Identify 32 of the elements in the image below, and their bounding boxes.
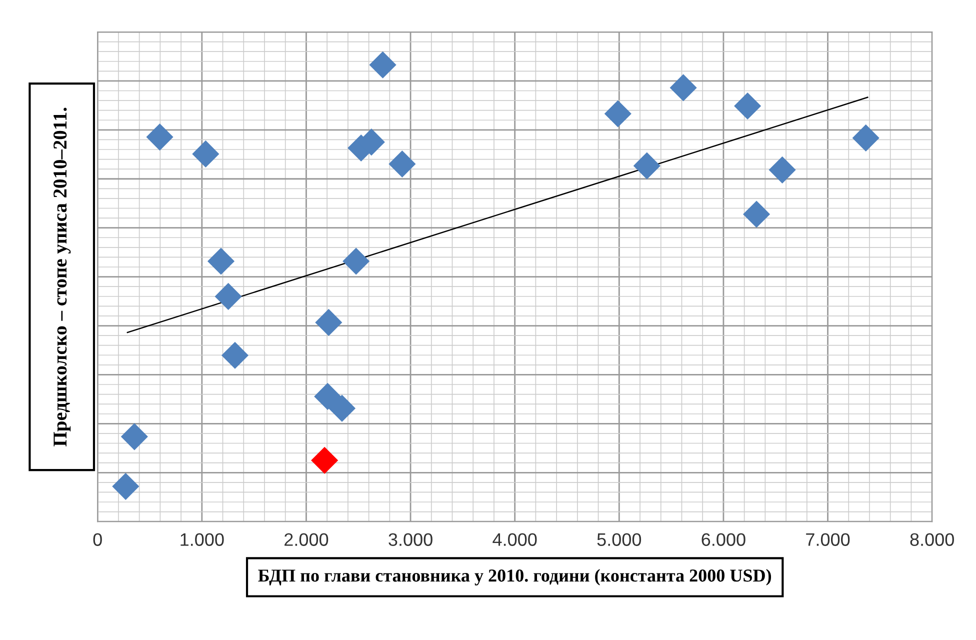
point [633,152,660,180]
point [388,150,416,178]
point [314,382,342,410]
point [311,446,338,474]
point [120,423,148,450]
point [369,51,396,78]
x-tick-label: 0 [93,533,102,546]
point [214,282,242,310]
point [742,200,770,228]
point [342,248,370,275]
x-tick-label: 2.000 [284,533,328,546]
point [112,472,140,500]
point [604,100,632,128]
x-tick-label: 5.000 [597,533,642,546]
point [670,74,697,102]
point [852,124,880,152]
point [192,140,220,168]
point [328,394,356,422]
point [146,124,174,151]
point [768,156,796,184]
x-tick-label: 3.000 [388,533,432,546]
x-axis-title: БДП по глави становника у 2010. години (константа 2000 USD) [258,568,772,586]
point [734,92,762,120]
x-tick-label: 7.000 [806,533,850,546]
point [221,342,249,369]
x-tick-label: 6.000 [702,533,746,546]
x-tick-label: 4.000 [492,533,537,546]
x-tick-label: 8.000 [910,533,954,546]
x-tick-label: 1.000 [180,533,224,546]
point [207,248,235,275]
point [315,308,342,336]
y-axis-title: Предшколско – стопе уписа 2010–2011. [54,108,71,446]
